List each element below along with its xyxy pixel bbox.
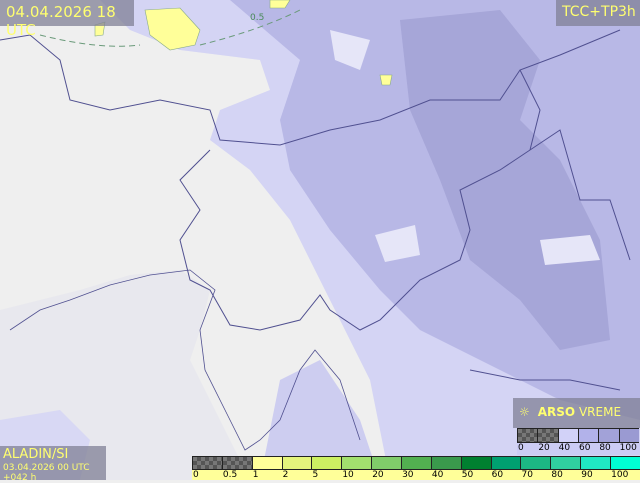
country-border — [0, 29, 631, 391]
legend-tick: 40 — [558, 443, 571, 453]
legend-swatch — [490, 456, 521, 470]
legend-swatch — [610, 456, 640, 470]
legend-tick: 40 — [431, 470, 444, 480]
legend-swatch — [577, 428, 599, 443]
contour-label: 0.5 — [250, 13, 264, 23]
legend-swatch — [550, 456, 581, 470]
legend-tick: 50 — [461, 470, 474, 480]
legend-swatch — [460, 456, 491, 470]
cloud-area-dark — [400, 10, 610, 350]
sun-icon: ☼ — [519, 405, 530, 419]
legend-swatch — [281, 456, 312, 470]
cloud-cover-legend — [517, 428, 639, 443]
legend-swatch — [580, 456, 611, 470]
legend-tick: 20 — [538, 443, 550, 453]
legend-swatch — [192, 456, 222, 470]
legend-tick: 0 — [193, 470, 199, 480]
arso-logo: ☼ ARSO VREME — [513, 398, 640, 428]
legend-tick: 80 — [551, 470, 563, 480]
legend-tick: 100 — [611, 470, 629, 480]
legend-swatch — [371, 456, 402, 470]
model-info: ALADIN/SI 03.04.2026 00 UTC +042 h — [0, 446, 106, 483]
logo-brand: ARSO — [537, 405, 576, 419]
valid-time-label: 04.04.2026 18 UTC — [0, 0, 134, 39]
legend-tick: 0.5 — [222, 470, 238, 480]
cloud-cover-ticks: 0 20 40 60 80 100 — [517, 443, 640, 455]
coastline — [9, 269, 361, 451]
legend-tick: 60 — [579, 443, 591, 453]
legend-swatch — [401, 456, 431, 470]
precipitation-ticks: 0 0.5 1 2 5 10 20 30 40 50 60 70 80 90 100 — [192, 470, 640, 480]
legend-swatch — [537, 428, 558, 443]
legend-swatch — [251, 456, 282, 470]
legend-tick: 5 — [312, 470, 319, 480]
precipitation-legend — [192, 456, 640, 470]
legend-tick: 100 — [619, 443, 637, 453]
model-run: 03.04.2026 00 UTC +042 h — [3, 463, 90, 483]
legend-swatch — [341, 456, 372, 470]
legend-swatch — [618, 428, 639, 443]
legend-swatch — [517, 428, 538, 443]
legend-tick: 1 — [252, 470, 259, 480]
legend-swatch — [520, 456, 551, 470]
legend-tick: 30 — [402, 470, 414, 480]
logo-brand-light: VREME — [575, 405, 622, 419]
legend-tick: 0 — [518, 443, 524, 453]
contour-0.5 — [39, 9, 301, 47]
legend-swatch — [221, 456, 252, 470]
legend-swatch — [557, 428, 578, 443]
precip-area — [94, 0, 393, 86]
legend-swatch — [598, 428, 619, 443]
legend-tick: 80 — [599, 443, 611, 453]
model-name: ALADIN/SI — [3, 447, 69, 462]
legend-tick: 90 — [581, 470, 593, 480]
legend-swatch — [430, 456, 461, 470]
legend-tick: 10 — [342, 470, 354, 480]
product-label: TCC+TP3h — [556, 0, 640, 26]
legend-tick: 2 — [282, 470, 289, 480]
clear-patch — [330, 30, 600, 265]
legend-swatch — [311, 456, 342, 470]
cloud-area-south — [260, 360, 380, 480]
legend-tick: 20 — [372, 470, 384, 480]
legend-tick: 70 — [521, 470, 533, 480]
legend-tick: 60 — [491, 470, 504, 480]
